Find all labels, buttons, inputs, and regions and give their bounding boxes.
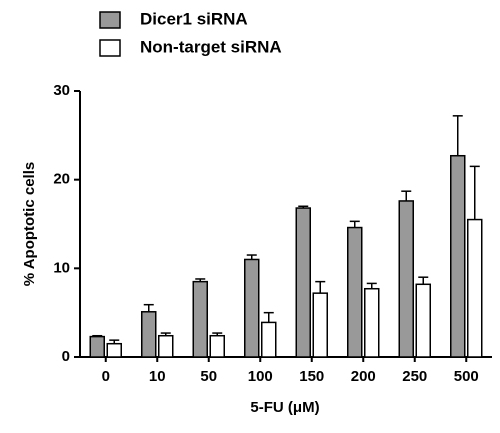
x-tick-label: 10	[149, 368, 166, 385]
bar	[450, 154, 466, 358]
legend-swatch	[99, 11, 121, 29]
y-tick-label: 0	[62, 348, 70, 365]
x-tick-label: 0	[102, 368, 110, 385]
x-tick-label: 50	[200, 368, 217, 385]
y-tick-label: 10	[53, 259, 70, 276]
y-axis-label: % Apoptotic cells	[21, 162, 38, 286]
x-tick-label: 150	[299, 368, 324, 385]
bar	[158, 334, 174, 358]
bar	[467, 218, 483, 358]
legend-label: Dicer1 siRNA	[140, 9, 248, 28]
legend-swatch	[99, 39, 121, 57]
bar	[364, 287, 380, 358]
bar	[261, 321, 277, 358]
bar	[295, 207, 311, 358]
y-tick-label: 20	[53, 171, 70, 188]
y-tick-label: 30	[53, 82, 70, 99]
bar	[141, 311, 157, 358]
x-tick-label: 200	[351, 368, 376, 385]
bar	[244, 258, 260, 358]
bar	[192, 280, 208, 358]
legend-label: Non-target siRNA	[140, 37, 282, 56]
bar	[398, 200, 414, 358]
x-tick-label: 250	[402, 368, 427, 385]
bar	[209, 334, 225, 358]
bar	[347, 226, 363, 358]
bar	[415, 283, 431, 358]
bar	[106, 342, 122, 358]
bar	[89, 335, 105, 358]
x-axis-label: 5-FU (μM)	[250, 399, 319, 416]
bar	[312, 292, 328, 358]
x-tick-label: 100	[248, 368, 273, 385]
x-tick-label: 500	[454, 368, 479, 385]
